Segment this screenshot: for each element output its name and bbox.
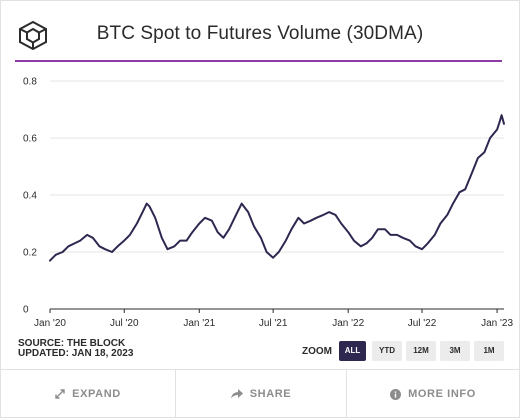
chart-title: BTC Spot to Futures Volume (30DMA): [96, 23, 424, 44]
source-line: SOURCE: THE BLOCK: [18, 338, 126, 349]
x-tick-label: Jul '21: [259, 318, 288, 329]
chart-header: BTC Spot to Futures Volume (30DMA): [1, 1, 519, 62]
share-button[interactable]: SHARE: [176, 370, 346, 418]
chart-footer: EXPAND SHARE MORE INFO: [1, 369, 519, 418]
series-line: [49, 114, 505, 262]
zoom-label: ZOOM: [302, 346, 332, 357]
zoom-1m-button[interactable]: 1M: [474, 341, 504, 361]
share-label: SHARE: [249, 388, 292, 400]
header-divider: [15, 60, 502, 62]
x-tick-label: Jan '21: [183, 318, 215, 329]
line-chart: 0 0.2 0.4 0.6 0.8 Jan '20 Jul '20 Jan '21 Jul '2…: [23, 77, 513, 330]
share-arrow-icon: [230, 389, 243, 399]
y-tick-label: 0.4: [23, 191, 37, 202]
zoom-3m-button[interactable]: 3M: [440, 341, 470, 361]
footer-divider: [175, 370, 176, 418]
x-tick-label: Jul '20: [110, 318, 139, 329]
zoom-12m-button[interactable]: 12M: [406, 341, 436, 361]
zoom-ytd-button[interactable]: YTD: [372, 341, 402, 361]
y-tick-label: 0: [23, 305, 29, 316]
expand-label: EXPAND: [72, 388, 121, 400]
updated-line: UPDATED: JAN 18, 2023: [18, 348, 134, 359]
x-tick-label: Jan '20: [34, 318, 66, 329]
expand-button[interactable]: EXPAND: [1, 370, 175, 418]
y-tick-label: 0.6: [23, 134, 37, 145]
y-tick-label: 0.2: [23, 248, 37, 259]
the-block-cube-icon: [19, 20, 47, 50]
source-info: SOURCE: THE BLOCK UPDATED: JAN 18, 2023: [18, 339, 133, 359]
more-info-button[interactable]: MORE INFO: [347, 370, 519, 418]
info-circle-icon: [390, 388, 402, 400]
footer-divider: [346, 370, 347, 418]
expand-arrows-icon: [55, 389, 65, 399]
x-tick-label: Jan '22: [332, 318, 364, 329]
more-info-label: MORE INFO: [408, 388, 476, 400]
x-tick-label: Jan '23: [481, 318, 513, 329]
y-tick-label: 0.8: [23, 77, 37, 88]
zoom-all-button[interactable]: ALL: [339, 341, 366, 361]
x-tick-label: Jul '22: [408, 318, 437, 329]
